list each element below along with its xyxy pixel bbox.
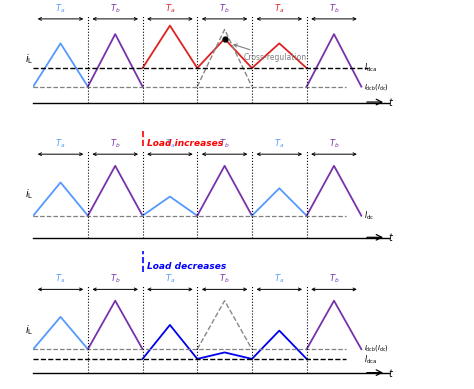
Text: $T_{a}$: $T_{a}$ [165,273,175,286]
Text: $T_{a}$: $T_{a}$ [274,2,284,15]
Text: $I_{\mathrm{dcb}}(I_{\mathrm{dc}})$: $I_{\mathrm{dcb}}(I_{\mathrm{dc}})$ [364,82,389,93]
Text: $T_{b}$: $T_{b}$ [328,2,339,15]
Text: $T_{b}$: $T_{b}$ [219,2,230,15]
Text: $T_{b}$: $T_{b}$ [110,2,120,15]
Text: $T_{a}$: $T_{a}$ [165,138,175,150]
Text: $T_{b}$: $T_{b}$ [110,138,120,150]
Text: $T_{a}$: $T_{a}$ [165,2,175,15]
Text: $T_{a}$: $T_{a}$ [274,138,284,150]
Text: $T_{a}$: $T_{a}$ [165,2,175,15]
Text: $T_{b}$: $T_{b}$ [110,273,120,286]
Y-axis label: $i_{\mathrm{L}}$: $i_{\mathrm{L}}$ [25,52,33,66]
Text: $t$: $t$ [388,231,394,243]
Text: $I_{\mathrm{dc}}$: $I_{\mathrm{dc}}$ [364,209,374,222]
Text: Load increases: Load increases [147,138,223,148]
Text: $I_{\mathrm{dca}}$: $I_{\mathrm{dca}}$ [364,62,377,74]
Text: $T_{a}$: $T_{a}$ [274,273,284,286]
Text: $T_{b}$: $T_{b}$ [328,273,339,286]
Text: $T_{a}$: $T_{a}$ [55,2,66,15]
Text: $T_{a}$: $T_{a}$ [55,273,66,286]
Text: Cross-regulation: Cross-regulation [234,44,307,62]
Text: $t$: $t$ [388,366,394,378]
Text: $T_{b}$: $T_{b}$ [328,138,339,150]
Text: $T_{b}$: $T_{b}$ [110,2,120,15]
Text: $T_{a}$: $T_{a}$ [55,2,66,15]
Text: $t$: $t$ [388,96,394,108]
Text: $I_{\mathrm{dca}}$: $I_{\mathrm{dca}}$ [364,354,377,366]
Y-axis label: $i_{\mathrm{L}}$: $i_{\mathrm{L}}$ [25,187,33,202]
Text: $T_{b}$: $T_{b}$ [328,2,339,15]
Text: $T_{b}$: $T_{b}$ [219,138,230,150]
Text: $T_{b}$: $T_{b}$ [219,273,230,286]
Y-axis label: $i_{\mathrm{L}}$: $i_{\mathrm{L}}$ [25,323,33,337]
Text: $T_{a}$: $T_{a}$ [55,138,66,150]
Text: $T_{b}$: $T_{b}$ [219,2,230,15]
Text: Load decreases: Load decreases [147,262,227,271]
Text: $T_{a}$: $T_{a}$ [274,2,284,15]
Text: $I_{\mathrm{dcb}}(I_{\mathrm{dc}})$: $I_{\mathrm{dcb}}(I_{\mathrm{dc}})$ [364,343,389,353]
